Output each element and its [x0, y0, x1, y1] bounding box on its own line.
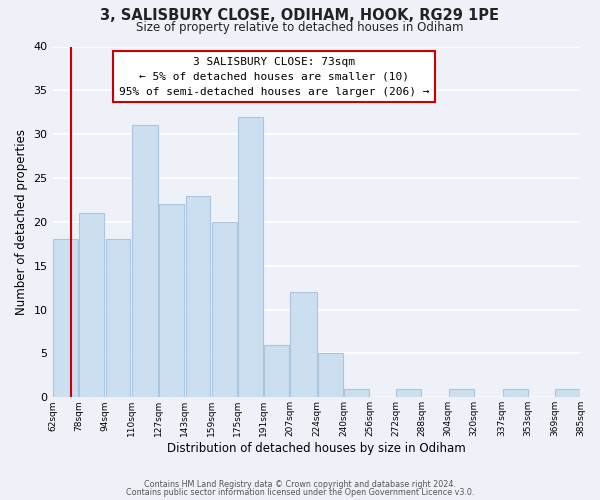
Y-axis label: Number of detached properties: Number of detached properties [15, 129, 28, 315]
Text: Contains public sector information licensed under the Open Government Licence v3: Contains public sector information licen… [126, 488, 474, 497]
Bar [503, 388, 527, 398]
Text: Size of property relative to detached houses in Odiham: Size of property relative to detached ho… [136, 22, 464, 35]
Bar [318, 354, 343, 398]
Bar [449, 388, 473, 398]
Bar [106, 240, 130, 398]
Text: Contains HM Land Registry data © Crown copyright and database right 2024.: Contains HM Land Registry data © Crown c… [144, 480, 456, 489]
Bar [397, 388, 421, 398]
Bar [344, 388, 369, 398]
Text: 3 SALISBURY CLOSE: 73sqm
← 5% of detached houses are smaller (10)
95% of semi-de: 3 SALISBURY CLOSE: 73sqm ← 5% of detache… [119, 57, 430, 96]
Bar [131, 126, 158, 398]
Bar [264, 344, 289, 398]
Bar [555, 388, 580, 398]
Bar [290, 292, 317, 398]
Bar [185, 196, 211, 398]
Text: 3, SALISBURY CLOSE, ODIHAM, HOOK, RG29 1PE: 3, SALISBURY CLOSE, ODIHAM, HOOK, RG29 1… [101, 8, 499, 22]
X-axis label: Distribution of detached houses by size in Odiham: Distribution of detached houses by size … [167, 442, 466, 455]
Bar [238, 116, 263, 398]
Bar [212, 222, 236, 398]
Bar [160, 204, 184, 398]
Bar [79, 213, 104, 398]
Bar [53, 240, 78, 398]
